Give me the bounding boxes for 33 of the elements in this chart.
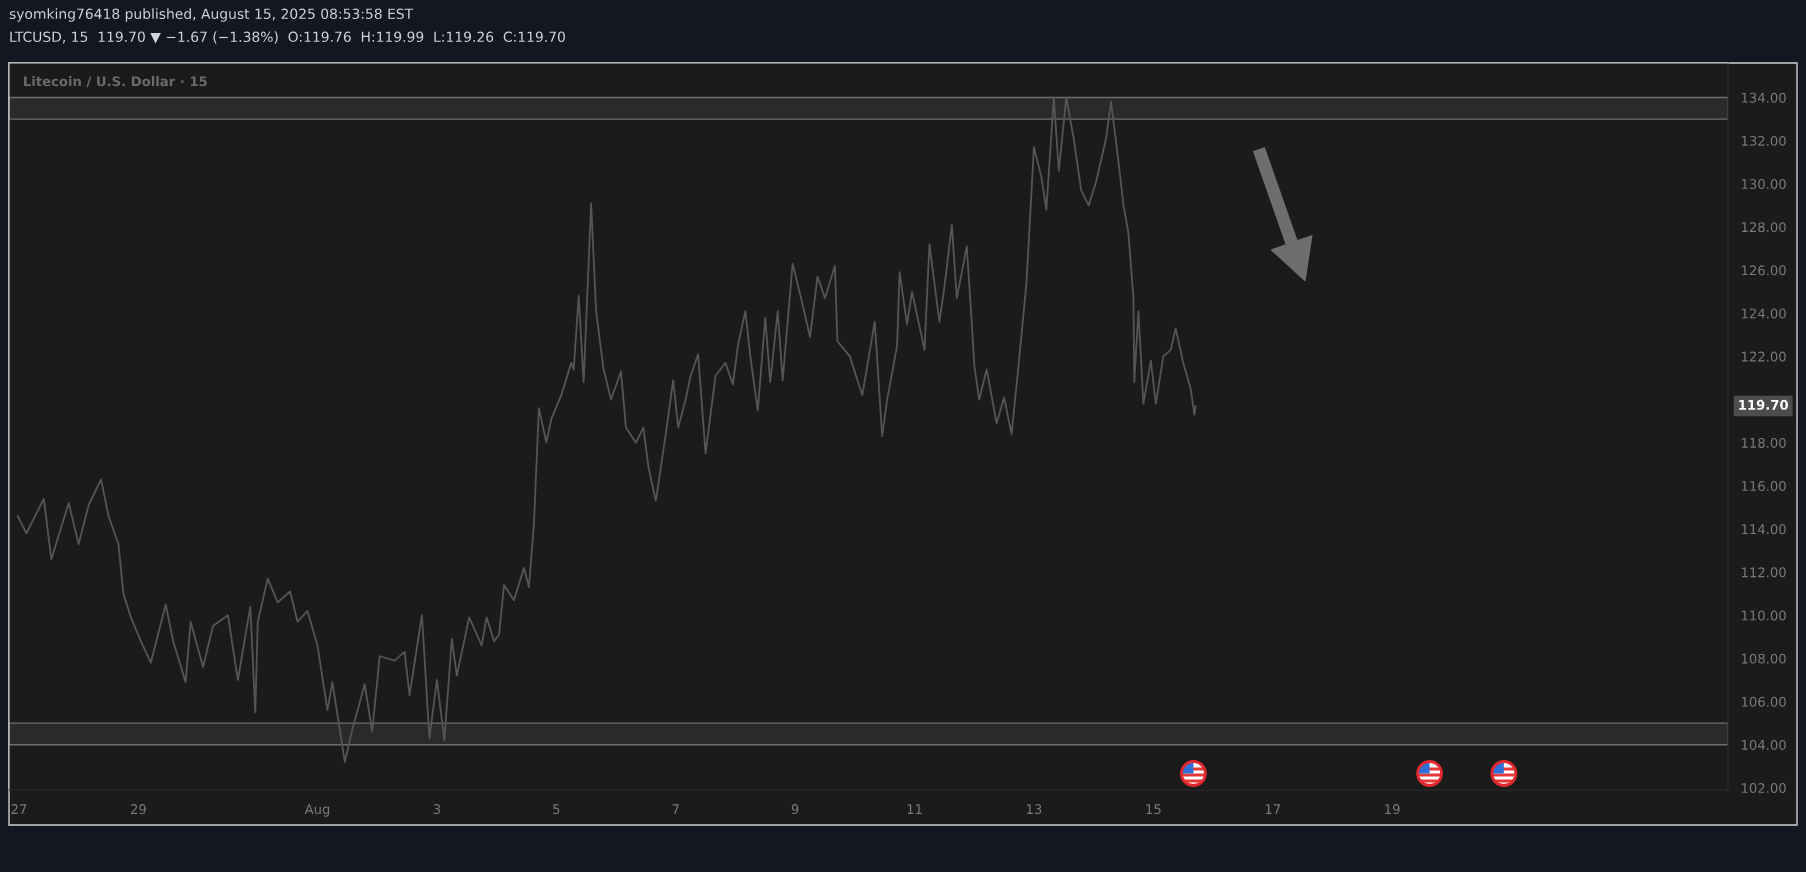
x-tick-label: 11 — [907, 804, 922, 814]
text: 119.70 — [1739, 399, 1789, 410]
y-tick-label: 132.00 — [1741, 135, 1786, 146]
y-tick-label: 134.00 — [1741, 92, 1786, 103]
y-tick-label: 128.00 — [1741, 222, 1786, 233]
annotation: Litecoin / U.S. Dollar · 15 — [24, 76, 207, 88]
y-tick-label: 110.00 — [1741, 610, 1786, 621]
y-tick-label: 130.00 — [1741, 179, 1786, 190]
x-tick-label: 27 — [11, 804, 27, 814]
y-tick-label: 122.00 — [1741, 351, 1786, 362]
x-tick-label: 29 — [130, 804, 146, 815]
x-tick-label: 19 — [1385, 804, 1400, 815]
x-tick-label: 3 — [433, 804, 441, 815]
y-tick-label: 124.00 — [1741, 308, 1786, 319]
y-tick-label: 114.00 — [1741, 524, 1786, 535]
y-tick-label: 102.00 — [1741, 783, 1786, 794]
x-tick-label: Aug — [304, 804, 330, 817]
y-tick-label: 104.00 — [1741, 739, 1786, 750]
y-tick-label: 108.00 — [1741, 653, 1786, 664]
chart-subtitle: LTCUSD, 15 119.70 ▼ −1.67 (−1.38%) O:119.76 H:119.99 L:119.26 C:119.70 — [10, 31, 565, 44]
y-tick-label: 116.00 — [1741, 481, 1786, 492]
x-tick-label: 7 — [672, 804, 679, 814]
x-tick-label: 9 — [791, 804, 799, 815]
y-tick-label: 106.00 — [1741, 696, 1786, 707]
y-tick-label: 118.00 — [1741, 437, 1786, 448]
y-tick-label: 112.00 — [1741, 567, 1786, 578]
chart-title: syomking76418 published, August 15, 2025 08:53:58 EST — [9, 8, 414, 22]
y-tick-label: 126.00 — [1741, 265, 1786, 276]
x-tick-label: 15 — [1146, 804, 1161, 815]
x-tick-label: 13 — [1026, 804, 1042, 815]
x-tick-label: 5 — [553, 804, 560, 815]
x-tick-label: 17 — [1265, 804, 1281, 814]
line-series — [16, 96, 1197, 763]
